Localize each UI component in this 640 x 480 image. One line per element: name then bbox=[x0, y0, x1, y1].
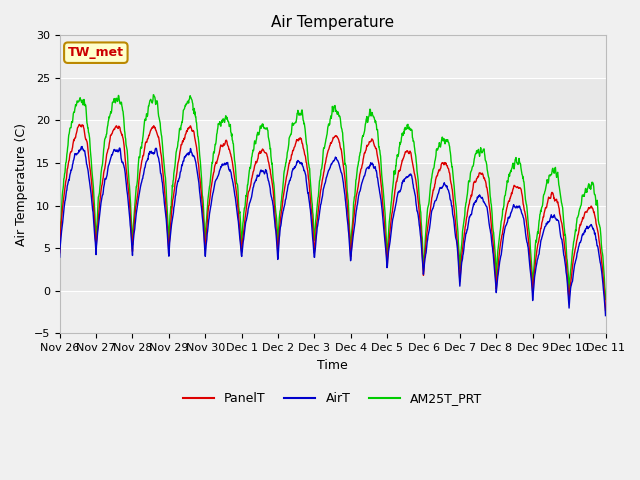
X-axis label: Time: Time bbox=[317, 359, 348, 372]
AirT bbox=[537, 237, 545, 243]
AirT bbox=[489, 249, 497, 255]
AirT bbox=[239, 245, 246, 251]
AirT bbox=[164, 243, 172, 249]
PanelT bbox=[56, 250, 63, 255]
Bar bbox=[60, 291, 605, 334]
AM25T_PRT bbox=[239, 228, 246, 233]
Legend: PanelT, AirT, AM25T_PRT: PanelT, AirT, AM25T_PRT bbox=[177, 387, 488, 410]
AM25T_PRT bbox=[177, 122, 185, 128]
PanelT bbox=[177, 142, 185, 147]
PanelT bbox=[164, 238, 172, 244]
AM25T_PRT bbox=[602, 297, 609, 302]
AM25T_PRT bbox=[418, 224, 426, 229]
Line: AirT: AirT bbox=[60, 146, 605, 316]
AM25T_PRT bbox=[489, 225, 497, 231]
AirT bbox=[56, 254, 63, 260]
AirT bbox=[177, 165, 185, 171]
Text: TW_met: TW_met bbox=[68, 46, 124, 59]
AM25T_PRT bbox=[537, 209, 545, 215]
AM25T_PRT bbox=[56, 246, 63, 252]
PanelT bbox=[76, 121, 83, 127]
Bar bbox=[60, 36, 605, 78]
PanelT bbox=[537, 226, 545, 231]
AirT bbox=[78, 144, 86, 149]
AM25T_PRT bbox=[164, 223, 172, 228]
PanelT bbox=[489, 238, 497, 244]
AirT bbox=[602, 313, 609, 319]
Bar bbox=[60, 120, 605, 163]
Y-axis label: Air Temperature (C): Air Temperature (C) bbox=[15, 123, 28, 246]
PanelT bbox=[239, 237, 246, 243]
Line: AM25T_PRT: AM25T_PRT bbox=[60, 95, 605, 300]
PanelT bbox=[602, 308, 609, 313]
Line: PanelT: PanelT bbox=[60, 124, 605, 311]
Title: Air Temperature: Air Temperature bbox=[271, 15, 394, 30]
AM25T_PRT bbox=[150, 92, 157, 97]
PanelT bbox=[418, 238, 426, 243]
AirT bbox=[418, 246, 426, 252]
Bar bbox=[60, 205, 605, 248]
